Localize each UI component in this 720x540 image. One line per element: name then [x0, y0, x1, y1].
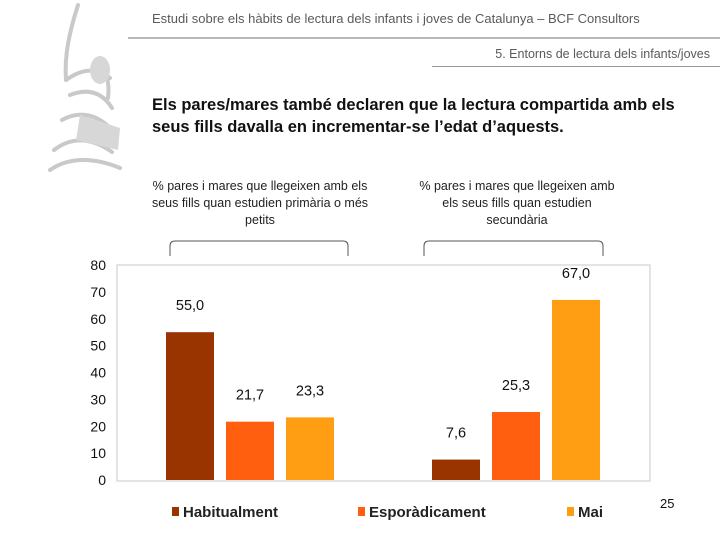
y-tick-label: 30	[90, 391, 106, 407]
y-tick-label: 50	[90, 338, 106, 354]
legend-swatch	[567, 507, 574, 516]
section-title: 5. Entorns de lectura dels infants/joves	[495, 47, 710, 61]
document-header-title: Estudi sobre els hàbits de lectura dels …	[152, 11, 640, 26]
section-divider	[432, 66, 720, 67]
group-caption-primary: % pares i mares que llegeixen amb els se…	[151, 179, 369, 227]
slide-headline: Els pares/mares també declaren que la le…	[152, 96, 675, 136]
data-label: 23,3	[296, 383, 324, 399]
group-caption-secondary: % pares i mares que llegeixen amb els se…	[419, 179, 615, 227]
legend-swatch	[172, 507, 179, 516]
bar	[492, 412, 540, 480]
y-tick-label: 10	[90, 445, 106, 461]
data-label: 67,0	[562, 266, 590, 282]
plot-frame	[116, 264, 651, 482]
data-label: 7,6	[446, 426, 466, 442]
y-tick-label: 70	[90, 284, 106, 300]
y-tick-label: 20	[90, 418, 106, 434]
bar	[432, 459, 480, 480]
bar	[286, 417, 334, 480]
legend-label: Esporàdicament	[369, 504, 486, 521]
group-bracket-primary	[169, 240, 349, 256]
page-number: 25	[660, 496, 675, 511]
bar	[226, 421, 274, 480]
bar	[166, 332, 214, 480]
data-label: 25,3	[502, 378, 530, 394]
y-tick-label: 80	[90, 257, 106, 273]
reading-figure-logo-icon	[48, 3, 122, 172]
data-label: 55,0	[176, 298, 204, 314]
y-tick-label: 0	[98, 472, 106, 488]
bar	[552, 299, 600, 480]
y-tick-label: 40	[90, 365, 106, 381]
header-divider	[128, 37, 720, 39]
legend-swatch	[358, 507, 365, 516]
data-label: 21,7	[236, 388, 264, 404]
legend-label: Mai	[578, 504, 603, 521]
group-bracket-secondary	[423, 240, 604, 256]
y-tick-label: 60	[90, 311, 106, 327]
legend-label: Habitualment	[183, 504, 278, 521]
